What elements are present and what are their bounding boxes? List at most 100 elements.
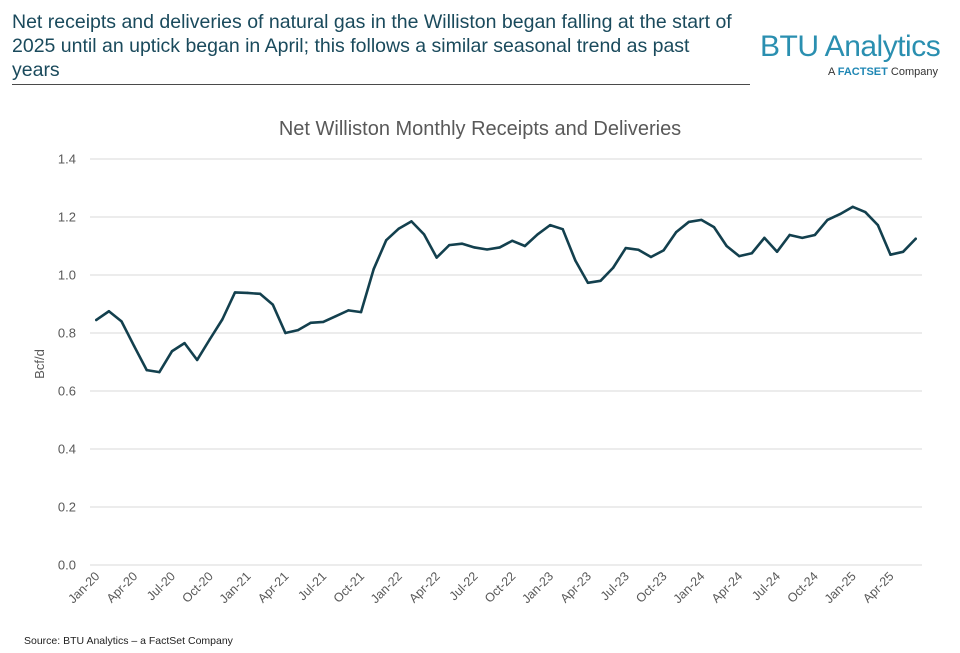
data-point xyxy=(233,291,237,294)
data-point xyxy=(624,246,627,250)
data-point xyxy=(788,233,791,237)
data-point xyxy=(347,309,350,312)
data-point xyxy=(662,249,665,252)
line-chart: Net Williston Monthly Receipts and Deliv… xyxy=(32,118,922,606)
y-tick-label: 0.0 xyxy=(58,558,76,573)
x-tick-label: Jul-20 xyxy=(144,569,178,603)
series-layer xyxy=(95,205,918,374)
data-point xyxy=(801,236,804,240)
x-tick-label: Jul-22 xyxy=(447,569,481,603)
data-point xyxy=(914,237,917,240)
data-point xyxy=(372,268,375,271)
data-point xyxy=(309,321,312,325)
data-point xyxy=(725,244,728,248)
y-tick-label: 1.0 xyxy=(58,268,76,283)
data-point xyxy=(322,320,325,324)
data-point xyxy=(498,246,501,249)
data-point xyxy=(271,303,274,306)
data-point xyxy=(826,218,829,222)
x-tick-label: Apr-22 xyxy=(406,569,442,605)
source-note: Source: BTU Analytics – a FactSet Compan… xyxy=(24,635,233,647)
y-axis-ticks: 0.0 0.2 0.4 0.6 0.8 1.0 1.2 1.4 xyxy=(58,152,76,573)
data-point xyxy=(586,281,590,285)
btu-analytics-logo: BTU Analytics A FACTSET Company xyxy=(760,30,950,78)
x-tick-label: Apr-21 xyxy=(255,569,291,605)
data-point xyxy=(876,223,880,227)
data-point xyxy=(864,210,867,214)
x-tick-label: Oct-24 xyxy=(785,569,821,605)
data-point xyxy=(687,220,690,224)
data-point xyxy=(158,370,161,374)
x-tick-label: Jan-21 xyxy=(217,569,254,606)
data-point xyxy=(574,259,577,262)
headline: Net receipts and deliveries of natural g… xyxy=(12,11,732,81)
y-tick-label: 1.2 xyxy=(58,210,76,225)
series-line-net-williston xyxy=(95,205,918,374)
y-tick-label: 0.4 xyxy=(58,442,76,457)
x-tick-label: Oct-21 xyxy=(331,569,367,605)
data-point xyxy=(296,328,300,332)
data-point xyxy=(750,252,754,255)
x-tick-label: Oct-22 xyxy=(482,569,518,605)
y-axis-label: Bcf/d xyxy=(32,349,47,379)
data-point xyxy=(473,246,476,249)
logo-tagline-suffix: Company xyxy=(890,66,938,78)
data-point xyxy=(246,291,249,295)
data-point xyxy=(195,358,199,362)
data-point xyxy=(813,233,817,237)
data-point xyxy=(258,292,262,296)
data-point xyxy=(397,227,401,230)
gridlines xyxy=(90,158,922,566)
logo-tagline: A FACTSET Company xyxy=(828,66,938,78)
x-tick-label: Oct-23 xyxy=(633,569,669,605)
data-point xyxy=(561,227,564,231)
data-point xyxy=(107,310,111,313)
data-point xyxy=(221,318,224,321)
data-point xyxy=(120,320,123,323)
data-point xyxy=(422,233,426,236)
x-tick-label: Jul-24 xyxy=(749,569,783,603)
y-tick-label: 0.6 xyxy=(58,384,76,399)
data-point xyxy=(548,223,552,227)
y-tick-label: 1.4 xyxy=(58,152,76,167)
data-point xyxy=(284,331,287,335)
data-point xyxy=(511,239,514,242)
data-point xyxy=(611,266,615,269)
data-point xyxy=(359,310,363,314)
data-point xyxy=(838,212,842,216)
data-point xyxy=(385,239,388,242)
data-point xyxy=(460,242,464,245)
chart-title: Net Williston Monthly Receipts and Deliv… xyxy=(279,118,681,140)
data-point xyxy=(851,205,854,209)
x-tick-label: Jul-23 xyxy=(598,569,632,603)
data-point xyxy=(448,243,451,247)
data-point xyxy=(901,250,905,253)
data-point xyxy=(700,218,703,222)
x-axis-ticks: Jan-20 Apr-20 Jul-20 Oct-20 Jan-21 Apr-21 Jul-… xyxy=(65,569,896,606)
data-point xyxy=(674,230,678,234)
x-tick-label: Apr-23 xyxy=(558,569,594,605)
data-point xyxy=(523,244,527,248)
data-point xyxy=(738,254,741,258)
x-tick-label: Jan-22 xyxy=(368,569,405,606)
x-tick-label: Jan-24 xyxy=(671,569,708,606)
logo-wordmark: BTU Analytics xyxy=(760,30,941,63)
data-point xyxy=(485,248,489,251)
data-point xyxy=(208,338,211,341)
data-point xyxy=(334,314,338,318)
x-tick-label: Apr-24 xyxy=(709,569,745,605)
x-tick-label: Jan-20 xyxy=(65,569,102,606)
logo-tagline-prefix: A xyxy=(827,66,835,78)
data-point xyxy=(649,255,653,259)
data-point xyxy=(95,318,98,322)
data-point xyxy=(775,250,779,253)
data-point xyxy=(637,248,640,251)
x-tick-label: Oct-20 xyxy=(179,569,215,605)
data-point xyxy=(536,233,539,236)
data-point xyxy=(410,220,413,223)
data-point xyxy=(183,341,186,345)
x-tick-label: Jan-23 xyxy=(519,569,556,606)
x-tick-label: Apr-25 xyxy=(860,569,896,605)
data-point xyxy=(889,253,892,256)
x-tick-label: Jul-21 xyxy=(295,569,329,603)
